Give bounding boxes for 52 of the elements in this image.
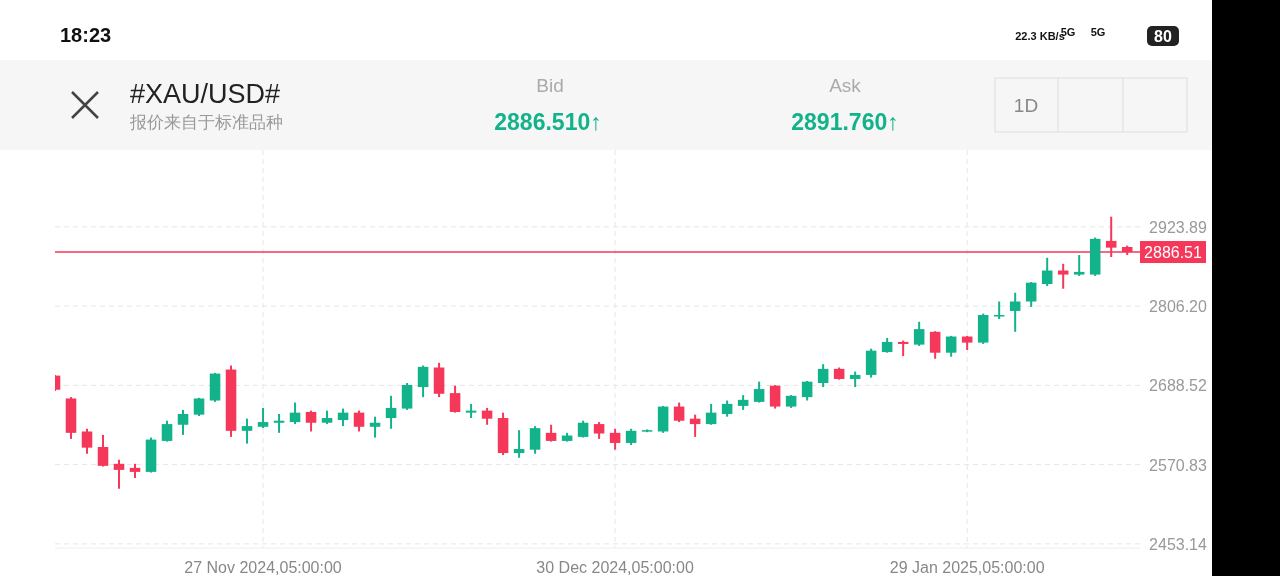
candlestick [81,427,93,455]
text: 2886.510↑ [494,109,602,135]
candlestick [161,419,173,443]
y-tick-label: 2453.14 [1149,535,1208,553]
text: 2891.760↑ [791,109,899,135]
candlestick [513,429,525,459]
candlestick [1009,291,1021,333]
ref-line-label: 2886.51 [1144,244,1203,262]
candlestick [417,364,429,399]
candlestick [257,406,269,430]
y-tick-label: 2570.83 [1149,456,1208,474]
candlestick [753,380,765,404]
candlestick [241,417,253,445]
candlestick [929,330,941,360]
x-tick-label: 29 Jan 2025,05:00:00 [889,559,1045,576]
candlestick [305,409,317,433]
x-tick-label: 30 Dec 2024,05:00:00 [536,559,694,576]
chart-title: #XAU/USD# [130,79,281,109]
candlestick [1073,254,1085,277]
chart-subtitle: 报价来自于标准品种 [129,113,283,132]
candlestick [449,384,461,414]
candlestick [801,379,813,402]
candlestick [177,408,189,436]
candlestick [1057,262,1069,290]
candlestick [353,409,365,433]
text: 18:23 [60,24,112,46]
candlestick [385,394,397,430]
text: 80 [1154,28,1172,45]
candlestick [1025,280,1037,308]
text: Ask [829,75,862,96]
y-tick-label: 2688.52 [1149,377,1208,395]
candlestick [673,401,685,424]
y-tick-label: 2923.89 [1149,218,1208,236]
candlestick [97,433,109,468]
text: 5G [1090,26,1106,38]
candlestick [369,415,381,439]
candlestick [1041,256,1053,288]
candlestick [769,384,781,410]
text: 1D [1013,95,1039,116]
candlestick [705,402,717,426]
y-tick-label: 2806.20 [1149,298,1208,316]
x-tick-label: 27 Nov 2024,05:00:00 [184,559,342,576]
candlestick [945,334,957,358]
candlestick [609,427,621,451]
candlestick [273,412,285,434]
candlestick [529,425,541,455]
candlestick [913,320,925,347]
candlestick [401,382,413,411]
text: Bid [536,75,564,96]
candlestick [817,363,829,389]
candlestick [113,458,125,490]
candlestick [289,401,301,426]
